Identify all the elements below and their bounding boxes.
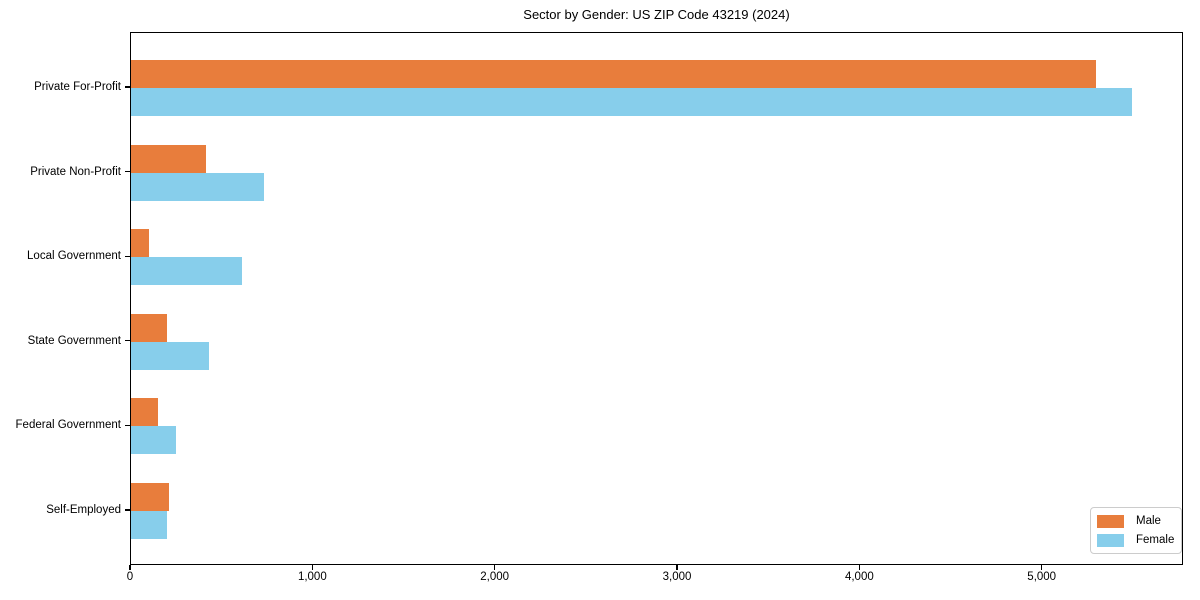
y-tick-mark: [125, 255, 130, 257]
y-axis-label-local-government: Local Government: [27, 250, 121, 263]
bar-male-state-government: [131, 313, 168, 342]
bar-male-private-for-profit: [131, 60, 1096, 88]
y-tick-mark: [125, 340, 130, 342]
bar-female-private-non-profit: [131, 172, 264, 201]
bar-female-state-government: [131, 341, 210, 370]
x-axis-label-1-000: 1,000: [297, 571, 327, 583]
x-tick-mark: [858, 565, 860, 570]
x-tick-mark: [676, 565, 678, 570]
y-axis-label-state-government: State Government: [27, 334, 121, 347]
bar-female-local-government: [131, 257, 242, 286]
legend: Male Female: [1090, 507, 1183, 554]
x-tick-mark: [129, 565, 131, 570]
bar-male-private-non-profit: [131, 144, 206, 173]
bar-male-federal-government: [131, 398, 159, 427]
legend-label-male: Male: [1136, 515, 1161, 527]
y-tick-mark: [125, 170, 130, 173]
x-axis-label-4-000: 4,000: [844, 571, 874, 583]
x-tick-mark: [311, 565, 313, 570]
bar-female-private-for-profit: [131, 88, 1132, 116]
bar-female-self-employed: [131, 511, 168, 539]
y-axis-label-self-employed: Self-Employed: [46, 504, 121, 516]
x-axis-label-5-000: 5,000: [1027, 571, 1057, 583]
x-axis-label-3-000: 3,000: [662, 571, 692, 583]
x-axis-label-0: 0: [126, 571, 134, 583]
plot-area: [130, 32, 1183, 565]
y-axis-label-private-non-profit: Private Non-Profit: [30, 165, 121, 178]
y-tick-mark: [125, 424, 130, 427]
bar-male-local-government: [131, 229, 150, 258]
x-tick-mark: [494, 565, 496, 570]
bar-male-self-employed: [131, 483, 170, 511]
y-axis-label-private-for-profit: Private For-Profit: [34, 81, 121, 93]
legend-item-female: Female: [1097, 532, 1174, 548]
chart-title: Sector by Gender: US ZIP Code 43219 (202…: [523, 7, 790, 22]
y-tick-mark: [125, 509, 130, 511]
y-axis-label-federal-government: Federal Government: [15, 419, 121, 432]
legend-item-male: Male: [1097, 513, 1174, 529]
bar-female-federal-government: [131, 426, 177, 455]
x-axis-label-2-000: 2,000: [480, 571, 510, 583]
legend-label-female: Female: [1136, 534, 1175, 546]
legend-swatch-male: [1097, 514, 1124, 528]
legend-swatch-female: [1097, 533, 1124, 547]
y-tick-mark: [125, 86, 130, 88]
x-tick-mark: [1041, 565, 1043, 570]
